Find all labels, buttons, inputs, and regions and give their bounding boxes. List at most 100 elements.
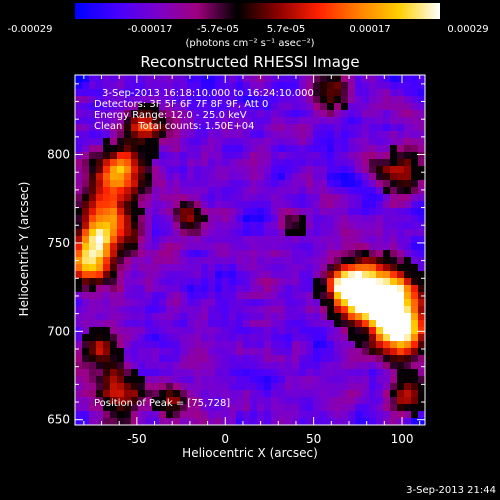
heatmap-cell <box>404 201 412 209</box>
heatmap-cell <box>285 348 293 356</box>
heatmap-cell <box>152 404 160 412</box>
heatmap-cell <box>152 418 160 425</box>
heatmap-cell <box>313 320 321 328</box>
heatmap-cell <box>264 348 272 356</box>
heatmap-cell <box>117 292 125 300</box>
heatmap-cell <box>250 124 258 132</box>
heatmap-cell <box>180 145 188 153</box>
heatmap-cell <box>187 285 195 293</box>
heatmap-cell <box>103 236 111 244</box>
heatmap-cell <box>131 390 139 398</box>
heatmap-cell <box>187 264 195 272</box>
heatmap-cell <box>194 117 202 125</box>
heatmap-cell <box>271 271 279 279</box>
heatmap-cell <box>334 89 342 97</box>
heatmap-cell <box>229 124 237 132</box>
heatmap-cell <box>327 418 335 425</box>
heatmap-cell <box>376 110 384 118</box>
heatmap-cell <box>166 96 174 104</box>
heatmap-cell <box>82 201 90 209</box>
heatmap-cell <box>334 187 342 195</box>
heatmap-cell <box>418 89 425 97</box>
heatmap-cell <box>418 208 425 216</box>
heatmap-cell <box>285 383 293 391</box>
heatmap-cell <box>110 201 118 209</box>
heatmap-cell <box>292 285 300 293</box>
heatmap-cell <box>110 411 118 419</box>
heatmap-cell <box>110 383 118 391</box>
heatmap-cell <box>376 341 384 349</box>
heatmap-cell <box>187 96 195 104</box>
heatmap-cell <box>103 194 111 202</box>
heatmap-cell <box>264 75 272 83</box>
heatmap-cell <box>327 383 335 391</box>
heatmap-cell <box>180 369 188 377</box>
heatmap-cell <box>89 362 97 370</box>
heatmap-cell <box>250 166 258 174</box>
heatmap-cell <box>229 411 237 419</box>
heatmap-cell <box>208 383 216 391</box>
heatmap-cell <box>159 89 167 97</box>
heatmap-cell <box>243 159 251 167</box>
heatmap-cell <box>278 369 286 377</box>
heatmap-cell <box>418 201 425 209</box>
heatmap-cell <box>411 124 419 132</box>
heatmap-cell <box>131 82 139 90</box>
heatmap-cell <box>215 201 223 209</box>
heatmap-cell <box>285 138 293 146</box>
heatmap-cell <box>376 404 384 412</box>
heatmap-cell <box>355 362 363 370</box>
heatmap-cell <box>285 250 293 258</box>
heatmap-cell <box>285 418 293 425</box>
heatmap-cell <box>117 131 125 139</box>
heatmap-cell <box>138 103 146 111</box>
heatmap-cell <box>159 110 167 118</box>
heatmap-cell <box>327 194 335 202</box>
heatmap-cell <box>355 348 363 356</box>
heatmap-cell <box>236 299 244 307</box>
heatmap-cell <box>250 215 258 223</box>
x-tick-label: 50 <box>306 432 321 446</box>
heatmap-cell <box>229 145 237 153</box>
heatmap-cell <box>390 215 398 223</box>
heatmap-cell <box>145 110 153 118</box>
heatmap-cell <box>166 278 174 286</box>
heatmap-cell <box>320 131 328 139</box>
heatmap-cell <box>418 299 425 307</box>
heatmap-cell <box>355 152 363 160</box>
heatmap-cell <box>89 390 97 398</box>
heatmap-cell <box>383 250 391 258</box>
heatmap-cell <box>320 243 328 251</box>
heatmap-cell <box>138 341 146 349</box>
heatmap-cell <box>292 299 300 307</box>
heatmap-cell <box>166 138 174 146</box>
heatmap-cell <box>152 271 160 279</box>
heatmap-cell <box>292 404 300 412</box>
heatmap-cell <box>82 341 90 349</box>
heatmap-cell <box>278 355 286 363</box>
heatmap-cell <box>306 124 314 132</box>
heatmap-cell <box>264 334 272 342</box>
heatmap-cell <box>75 327 83 335</box>
heatmap-cell <box>152 180 160 188</box>
heatmap-cell <box>341 334 349 342</box>
heatmap-cell <box>152 250 160 258</box>
heatmap-cell <box>320 383 328 391</box>
heatmap-cell <box>327 75 335 83</box>
heatmap-cell <box>271 257 279 265</box>
heatmap-cell <box>75 166 83 174</box>
heatmap-cell <box>404 390 412 398</box>
heatmap-cell <box>278 341 286 349</box>
heatmap-cell <box>82 397 90 405</box>
heatmap-cell <box>418 278 425 286</box>
heatmap-cell <box>348 222 356 230</box>
heatmap-cell <box>75 103 83 111</box>
heatmap-cell <box>89 404 97 412</box>
heatmap-cell <box>397 362 405 370</box>
heatmap-cell <box>152 285 160 293</box>
heatmap-cell <box>180 285 188 293</box>
heatmap-cell <box>271 285 279 293</box>
heatmap-cell <box>285 194 293 202</box>
heatmap-cell <box>299 397 307 405</box>
heatmap-cell <box>404 292 412 300</box>
